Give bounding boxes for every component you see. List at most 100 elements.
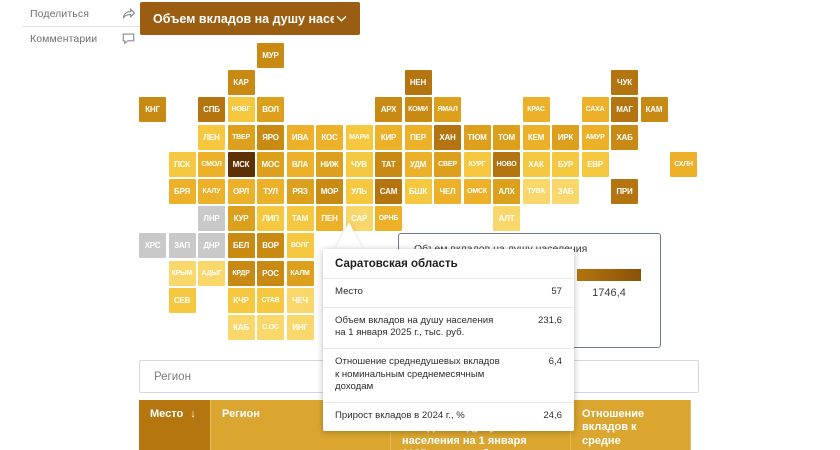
map-tile-маг[interactable]: МАГ <box>611 97 638 123</box>
map-tile-бшк[interactable]: БШК <box>404 179 432 204</box>
metric-dropdown[interactable]: Объем вкладов на душу насе... <box>140 2 360 35</box>
map-tile-кур[interactable]: КУР <box>227 206 255 232</box>
map-tile-сам[interactable]: САМ <box>375 179 402 204</box>
map-tile-label: ПЕН <box>321 214 338 224</box>
map-tile-кар[interactable]: КАР <box>227 70 255 96</box>
map-tile-заб[interactable]: ЗАБ <box>552 179 579 204</box>
map-tile-калу[interactable]: КАЛУ <box>198 179 225 204</box>
map-tile-лен[interactable]: ЛЕН <box>198 124 225 150</box>
map-tile-label: ХАН <box>439 132 456 142</box>
tooltip-row-key: Отношение среднедушевых вкладов к номина… <box>335 355 500 393</box>
map-tile-калм[interactable]: КАЛМ <box>286 260 314 286</box>
map-tile-ниж[interactable]: НИЖ <box>316 151 343 177</box>
map-tile-label: КАМ <box>645 105 663 115</box>
table-column-header[interactable]: Отношение вкладов к средне <box>571 400 691 450</box>
map-tile-кир[interactable]: КИР <box>375 124 402 150</box>
map-tile-сос[interactable]: С.ОС <box>257 315 284 340</box>
map-tile-тат[interactable]: ТАТ <box>375 151 402 177</box>
map-tile-орнб[interactable]: ОРНБ <box>375 206 402 232</box>
map-tile-хаб[interactable]: ХАБ <box>611 124 638 150</box>
map-tile-смол[interactable]: СМОЛ <box>198 151 225 177</box>
map-tile-кург[interactable]: КУРГ <box>463 151 491 177</box>
map-tile-став[interactable]: СТАВ <box>257 287 284 313</box>
map-tile-кем[interactable]: КЕМ <box>522 124 550 150</box>
map-tile-ямал[interactable]: ЯМАЛ <box>434 97 461 123</box>
map-tile-тюм[interactable]: ТЮМ <box>463 124 491 150</box>
map-tile-твер[interactable]: ТВЕР <box>227 124 255 150</box>
map-tile-лип[interactable]: ЛИП <box>257 206 284 232</box>
map-tile-каб[interactable]: КАБ <box>227 315 255 340</box>
map-tile-орл[interactable]: ОРЛ <box>227 179 255 204</box>
map-tile-рос[interactable]: РОС <box>257 260 284 286</box>
map-tile-алт[interactable]: АЛТ <box>493 206 520 232</box>
map-tile-саха[interactable]: САХА <box>581 97 609 123</box>
map-tile-инг[interactable]: ИНГ <box>286 315 314 340</box>
map-tile-при[interactable]: ПРИ <box>611 179 638 204</box>
map-tile-днр[interactable]: ДНР <box>198 233 225 259</box>
map-tile-хак[interactable]: ХАК <box>522 151 550 177</box>
map-tile-спб[interactable]: СПБ <box>198 97 225 123</box>
map-tile-хан[interactable]: ХАН <box>434 124 461 150</box>
map-tile-ирк[interactable]: ИРК <box>552 124 579 150</box>
map-tile-вла[interactable]: ВЛА <box>286 151 314 177</box>
map-tile-тува[interactable]: ТУВА <box>522 179 550 204</box>
map-tile-label: ТАТ <box>381 159 396 169</box>
map-tile-пер[interactable]: ПЕР <box>404 124 432 150</box>
map-tile-чув[interactable]: ЧУВ <box>345 151 373 177</box>
map-tile-чук[interactable]: ЧУК <box>611 70 638 96</box>
map-tile-бря[interactable]: БРЯ <box>168 179 196 204</box>
map-tile-вор[interactable]: ВОР <box>257 233 284 259</box>
map-tile-коми[interactable]: КОМИ <box>404 97 432 123</box>
map-tile-чеч[interactable]: ЧЕЧ <box>286 287 314 313</box>
map-tile-ива[interactable]: ИВА <box>286 124 314 150</box>
map-tile-ново[interactable]: НОВО <box>493 151 520 177</box>
map-tile-там[interactable]: ТАМ <box>286 206 314 232</box>
map-tile-том[interactable]: ТОМ <box>493 124 520 150</box>
map-tile-волг[interactable]: ВОЛГ <box>286 233 314 259</box>
map-tile-пск[interactable]: ПСК <box>168 151 196 177</box>
table-column-header[interactable]: Место ↓ <box>139 400 211 450</box>
map-tile-крдр[interactable]: КРДР <box>227 260 255 286</box>
map-tile-мск[interactable]: МСК <box>227 151 255 177</box>
map-tile-вол[interactable]: ВОЛ <box>257 97 284 123</box>
map-tile-кос[interactable]: КОС <box>316 124 343 150</box>
map-tile-мор[interactable]: МОР <box>316 179 343 204</box>
tooltip-row: Место 57 <box>323 278 574 307</box>
map-tile-кнг[interactable]: КНГ <box>139 97 166 123</box>
map-tile-чел[interactable]: ЧЕЛ <box>434 179 461 204</box>
map-tile-арх[interactable]: АРХ <box>375 97 402 123</box>
map-tile-адыг[interactable]: АДЫГ <box>198 260 225 286</box>
comments-button[interactable]: Комментарии <box>22 26 140 50</box>
map-tile-label: ЯМАЛ <box>437 106 458 114</box>
map-tile-бур[interactable]: БУР <box>552 151 579 177</box>
share-button[interactable]: Поделиться <box>22 2 140 26</box>
map-tile-свер[interactable]: СВЕР <box>434 151 461 177</box>
map-tile-уль[interactable]: УЛЬ <box>345 179 373 204</box>
map-tile-бел[interactable]: БЕЛ <box>227 233 255 259</box>
chevron-down-icon <box>334 11 349 26</box>
map-tile-лнр[interactable]: ЛНР <box>198 206 225 232</box>
map-tile-амур[interactable]: АМУР <box>581 124 609 150</box>
map-tile-тул[interactable]: ТУЛ <box>257 179 284 204</box>
map-tile-хрс[interactable]: ХРС <box>139 233 166 259</box>
map-tile-алх[interactable]: АЛХ <box>493 179 520 204</box>
map-tile-крас[interactable]: КРАС <box>522 97 550 123</box>
map-tile-зап[interactable]: ЗАП <box>168 233 196 259</box>
map-tile-мур[interactable]: МУР <box>257 43 284 68</box>
map-tile-новг[interactable]: НОВГ <box>227 97 255 123</box>
map-tile-label: ТОМ <box>498 132 515 142</box>
map-tile-евр[interactable]: ЕВР <box>581 151 609 177</box>
map-tile-удм[interactable]: УДМ <box>404 151 432 177</box>
sort-indicator-icon[interactable]: ↓ <box>190 408 196 420</box>
map-tile-омск[interactable]: ОМСК <box>463 179 491 204</box>
map-tile-мари[interactable]: МАРИ <box>345 124 373 150</box>
map-tile-нен[interactable]: НЕН <box>404 70 432 96</box>
map-tile-мос[interactable]: МОС <box>257 151 284 177</box>
map-tile-ряз[interactable]: РЯЗ <box>286 179 314 204</box>
map-tile-кчр[interactable]: КЧР <box>227 287 255 313</box>
map-tile-крым[interactable]: КРЫМ <box>168 260 196 286</box>
map-tile-схлн[interactable]: СХЛН <box>670 151 697 177</box>
map-tile-сев[interactable]: СЕВ <box>168 287 196 313</box>
map-tile-кам[interactable]: КАМ <box>640 97 668 123</box>
map-tile-яро[interactable]: ЯРО <box>257 124 284 150</box>
